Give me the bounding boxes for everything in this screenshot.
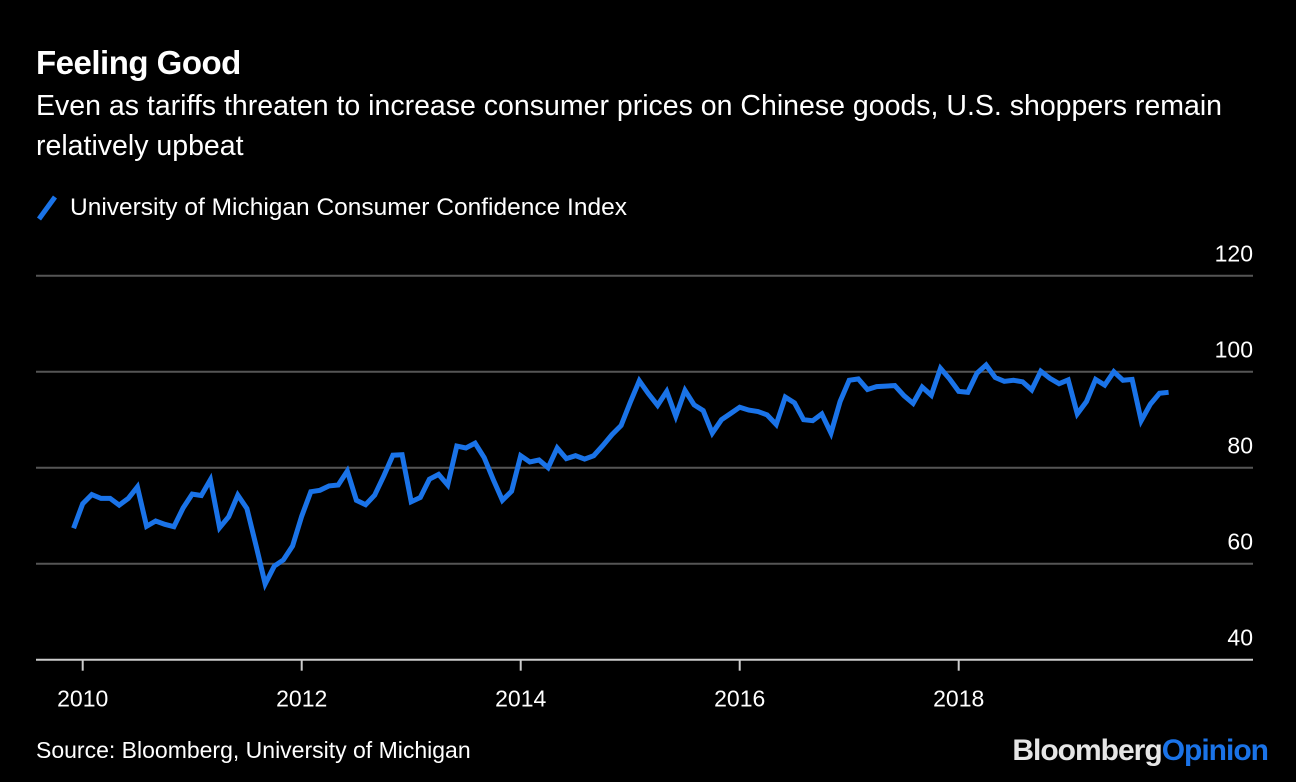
logo-bloomberg: Bloomberg bbox=[1012, 734, 1162, 767]
x-tick-label: 2016 bbox=[714, 686, 765, 712]
legend: University of Michigan Consumer Confiden… bbox=[36, 194, 627, 222]
x-tick-label: 2012 bbox=[276, 686, 327, 712]
chart-title: Feeling Good bbox=[36, 44, 241, 81]
logo-opinion: Opinion bbox=[1161, 734, 1269, 767]
y-tick-label: 80 bbox=[1227, 433, 1253, 459]
legend-label: University of Michigan Consumer Confiden… bbox=[70, 194, 627, 221]
series-line bbox=[71, 361, 1169, 592]
source-note: Source: Bloomberg, University of Michiga… bbox=[36, 737, 471, 763]
y-tick-label: 100 bbox=[1215, 337, 1253, 363]
y-tick-label: 60 bbox=[1227, 529, 1253, 555]
bloomberg-opinion-logo: BloombergOpinion bbox=[1012, 734, 1269, 768]
x-tick-label: 2014 bbox=[495, 686, 546, 712]
y-tick-label: 40 bbox=[1227, 625, 1253, 651]
legend-swatch-icon bbox=[36, 195, 58, 221]
x-tick-label: 2010 bbox=[57, 686, 108, 712]
y-tick-label: 120 bbox=[1215, 241, 1253, 267]
x-tick-label: 2018 bbox=[933, 686, 984, 712]
chart-subtitle: Even as tariffs threaten to increase con… bbox=[36, 90, 1223, 162]
